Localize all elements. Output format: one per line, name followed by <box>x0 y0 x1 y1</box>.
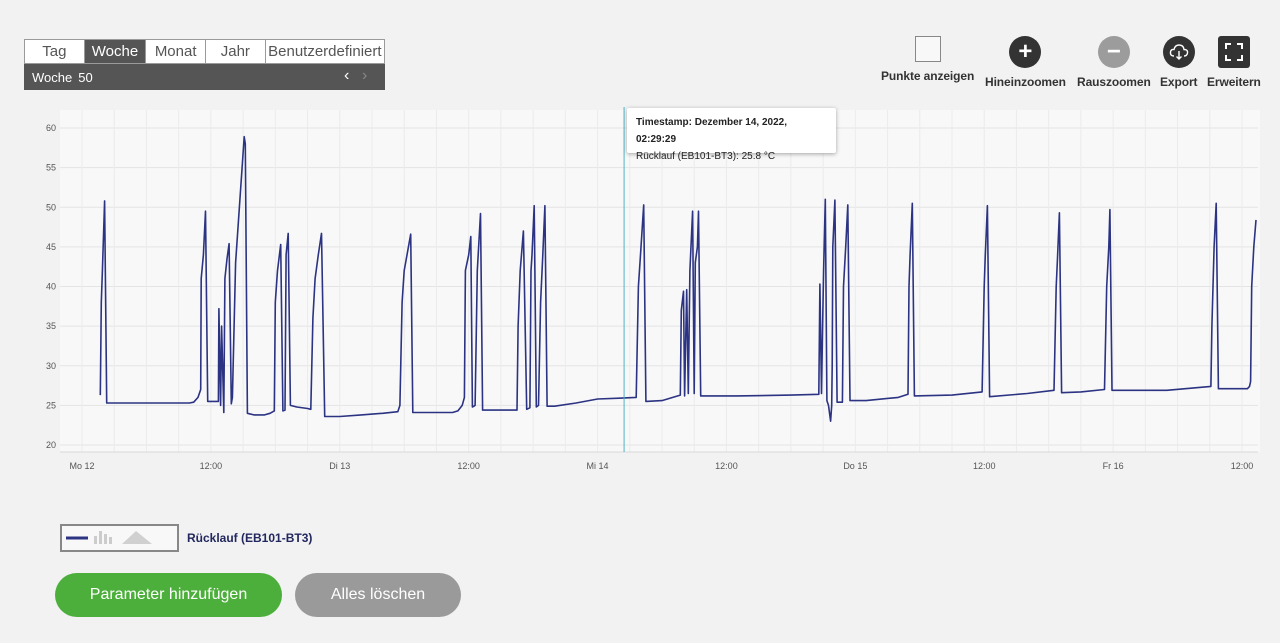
tab-year[interactable]: Jahr <box>206 40 266 63</box>
y-tick-label: 45 <box>46 242 56 252</box>
clear-all-button[interactable]: Alles löschen <box>295 573 461 617</box>
expand-label: Erweitern <box>1207 75 1261 89</box>
period-selector: Tag Woche Monat Jahr Benutzerdefiniert W… <box>24 39 385 90</box>
legend-style-selector[interactable] <box>60 524 179 552</box>
minus-icon: − <box>1097 36 1130 68</box>
x-tick-label: Do 15 <box>843 461 867 471</box>
y-tick-label: 25 <box>46 400 56 410</box>
series-line <box>99 135 1257 422</box>
line-style-icon <box>66 531 152 544</box>
x-tick-label: 12:00 <box>457 461 480 471</box>
y-tick-label: 35 <box>46 321 56 331</box>
export-button[interactable]: Export <box>1160 36 1198 89</box>
y-tick-label: 50 <box>46 202 56 212</box>
legend-series-label: Rücklauf (EB101-BT3) <box>187 531 313 545</box>
x-tick-label: 12:00 <box>715 461 738 471</box>
y-tick-label: 60 <box>46 123 56 133</box>
x-tick-label: Di 13 <box>329 461 350 471</box>
tooltip-timestamp: Timestamp: Dezember 14, 2022, 02:29:29 <box>636 117 788 145</box>
expand-button[interactable]: Erweitern <box>1207 36 1261 89</box>
show-points-toggle[interactable]: Punkte anzeigen <box>881 36 974 83</box>
plus-icon: + <box>1009 36 1042 68</box>
export-label: Export <box>1160 75 1198 89</box>
x-tick-label: Fr 16 <box>1103 461 1124 471</box>
add-parameter-button[interactable]: Parameter hinzufügen <box>55 573 282 617</box>
zoom-in-button[interactable]: + Hineinzoomen <box>985 36 1066 89</box>
tab-custom[interactable]: Benutzerdefiniert <box>268 43 382 60</box>
period-label: Woche <box>32 69 73 85</box>
y-tick-label: 20 <box>46 440 56 450</box>
tab-week[interactable]: Woche <box>84 40 147 63</box>
x-tick-label: 12:00 <box>1231 461 1254 471</box>
y-tick-label: 30 <box>46 361 56 371</box>
period-tabs: Tag Woche Monat Jahr Benutzerdefiniert <box>24 39 385 64</box>
period-bar: Woche 50 ‹ › <box>24 64 385 90</box>
checkbox-icon[interactable] <box>914 36 941 62</box>
zoom-in-label: Hineinzoomen <box>985 75 1066 89</box>
line-chart[interactable]: 20 25 30 35 40 45 50 55 60 Mo 12 12:00 Di 13 12:00 Mi… <box>0 100 1280 480</box>
period-number: 50 <box>78 69 93 85</box>
show-points-label: Punkte anzeigen <box>881 69 975 83</box>
tab-day[interactable]: Tag <box>25 40 85 63</box>
x-tick-label: Mi 14 <box>587 461 609 471</box>
zoom-out-button[interactable]: − Rauszoomen <box>1077 36 1151 89</box>
x-tick-label: 12:00 <box>200 461 223 471</box>
cloud-download-icon <box>1162 36 1195 68</box>
chevron-right-icon[interactable]: › <box>362 67 368 84</box>
chevron-left-icon[interactable]: ‹ <box>344 67 350 84</box>
zoom-out-label: Rauszoomen <box>1077 75 1151 89</box>
x-tick-label: Mo 12 <box>69 461 94 471</box>
tooltip-value: Rücklauf (EB101-BT3): 25.8 °C <box>636 151 776 162</box>
x-tick-label: 12:00 <box>973 461 996 471</box>
tab-month[interactable]: Monat <box>146 40 206 63</box>
fullscreen-icon <box>1217 36 1250 68</box>
chart-tooltip: Timestamp: Dezember 14, 2022, 02:29:29 R… <box>627 108 836 162</box>
y-tick-label: 55 <box>46 163 56 173</box>
y-tick-label: 40 <box>46 282 56 292</box>
